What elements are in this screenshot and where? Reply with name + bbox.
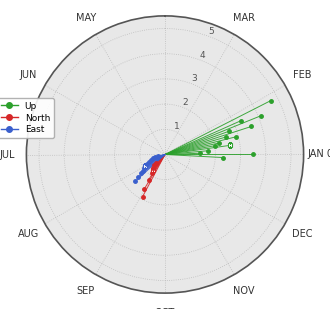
- Legend: Up, North, East: Up, North, East: [0, 98, 54, 138]
